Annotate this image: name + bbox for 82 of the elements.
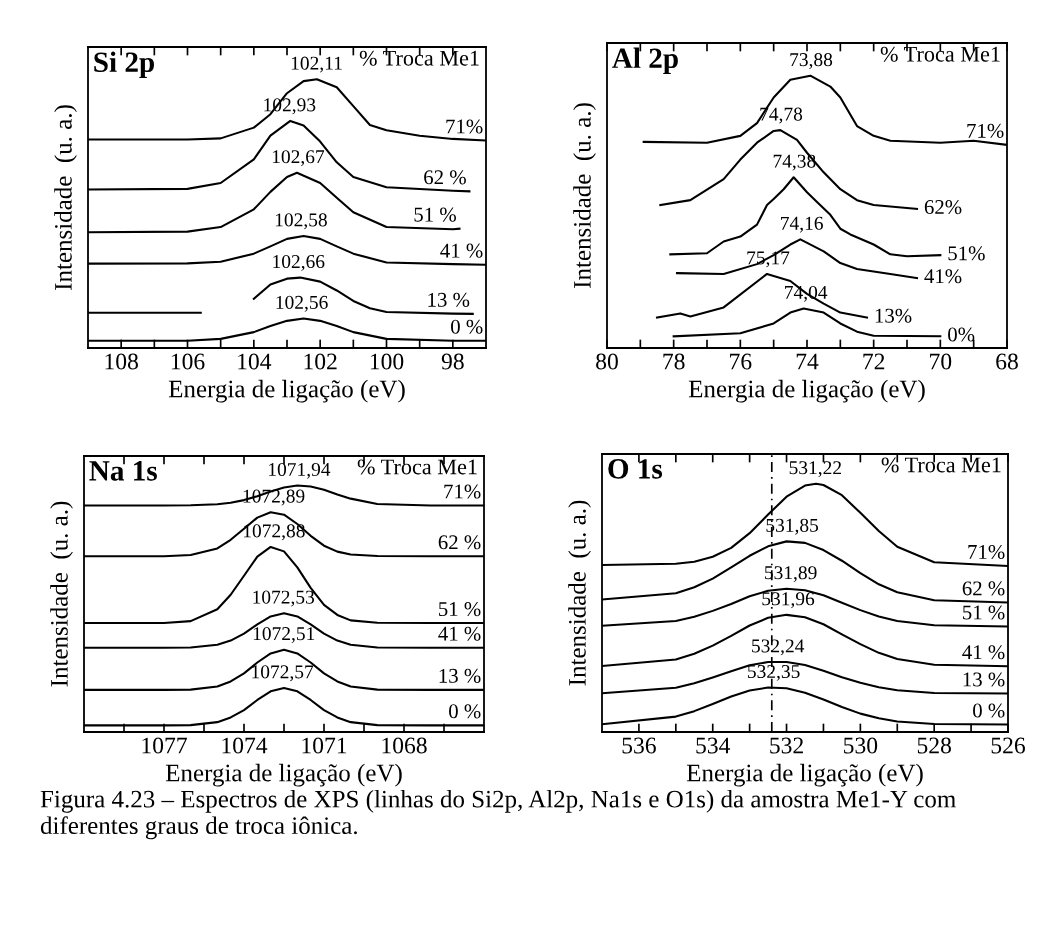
annotation: 1072,57 [252, 665, 314, 682]
x-tick-label: 104 [238, 353, 272, 370]
annotation: 102,66 [273, 254, 325, 271]
x-tick-label: 78 [663, 353, 685, 370]
x-tick-label: 106 [171, 353, 205, 370]
annotation: 531,85 [766, 518, 819, 535]
annotation: 73,88 [790, 53, 833, 69]
annotation: 1072,53 [253, 590, 315, 607]
series-label: 62 % [962, 581, 1005, 596]
annotation: 532,35 [748, 665, 800, 681]
series-label: 71% [967, 123, 1004, 138]
x-tick-label: 98 [441, 353, 464, 370]
x-tick-label: 1068 [382, 737, 427, 754]
series-label: 13% [875, 308, 912, 323]
y-axis-title: Intensidade (u. a.) [568, 500, 591, 686]
legend-title: % Troca Me1 [881, 457, 1001, 473]
x-tick-label: 108 [105, 353, 138, 370]
x-axis-title: Energia de ligação (eV) [686, 763, 923, 787]
annotation: 531,22 [789, 461, 841, 478]
series-label: 41 % [440, 243, 483, 258]
x-tick-label: 532 [770, 737, 803, 754]
series-label: 51 % [439, 602, 481, 617]
series-label: 71% [968, 544, 1005, 559]
x-tick-label: 1077 [142, 737, 187, 754]
series-label: 51 % [963, 605, 1005, 620]
annotation: 102,58 [275, 213, 327, 230]
series-label: 13 % [428, 292, 470, 307]
chart-title: Al 2p [612, 47, 678, 75]
series-label: 51 % [414, 207, 456, 222]
annotation: 1072,88 [243, 524, 305, 541]
annotation: 1071,94 [269, 462, 331, 479]
x-tick-label: 536 [622, 737, 656, 754]
x-tick-label: 530 [844, 737, 878, 754]
annotation: 102,56 [276, 295, 328, 312]
series-label: 62% [924, 200, 962, 215]
x-tick-label: 72 [863, 353, 885, 370]
annotation: 1072,51 [253, 627, 315, 643]
chart-title: Na 1s [89, 461, 157, 481]
series-label: 0 % [451, 319, 483, 334]
x-tick-label: 100 [370, 353, 404, 370]
series-label: 51% [948, 246, 985, 261]
series-label: 71% [446, 119, 483, 134]
x-tick-label: 68 [996, 353, 1018, 370]
text: Figura 4.23 – Espectros de XPS (linhas do Si2p, Al2p, Na1s e O1s) da amostra Me1-Y com diferentes graus de troca iônica. [40, 790, 956, 840]
legend-title: % Troca Me1 [357, 459, 477, 475]
chart-title: Si 2p [94, 51, 155, 78]
x-tick-label: 74 [796, 353, 819, 370]
x-tick-label: 80 [596, 353, 618, 370]
x-axis-title: Energia de ligação (eV) [688, 379, 925, 403]
series-label: 0 % [973, 703, 1005, 718]
x-tick-label: 526 [991, 737, 1025, 754]
x-tick-label: 528 [917, 737, 951, 754]
series-label: 0% [948, 327, 975, 342]
legend-title: % Troca Me1 [359, 50, 479, 66]
annotation: 532,24 [752, 639, 805, 656]
y-axis-title: Intensidade (u. a.) [50, 501, 73, 687]
annotation: 74,16 [781, 216, 823, 233]
series-label: 13 % [439, 668, 481, 683]
y-axis-title: Intensidade (u. a.) [54, 105, 77, 290]
y-axis-title: Intensidade (u. a.) [573, 103, 596, 288]
x-axis-title: Energia de ligação (eV) [168, 379, 405, 403]
x-tick-label: 70 [930, 353, 952, 370]
x-tick-label: 1074 [222, 737, 268, 754]
chart-title: O 1s [608, 459, 663, 479]
series-label: 0 % [449, 704, 481, 719]
legend-label: 71% [444, 484, 481, 499]
series-label: 62 % [424, 170, 466, 185]
series-label: 62 % [438, 535, 481, 550]
x-tick-label: 1071 [302, 737, 347, 754]
series-label: 13 % [963, 672, 1005, 687]
series-label: 41 % [438, 626, 481, 641]
x-tick-label: 76 [730, 353, 752, 370]
x-tick-label: 102 [304, 353, 337, 370]
annotation: 102,11 [291, 56, 342, 73]
x-axis-title: Energia de ligação (eV) [165, 763, 402, 787]
legend-title: % Troca Me1 [880, 46, 1000, 62]
annotation: 531,96 [762, 592, 815, 609]
series-label: 41 % [962, 645, 1005, 660]
series-label: 41% [924, 269, 962, 284]
x-tick-label: 534 [696, 737, 731, 754]
annotation: 102,67 [272, 150, 325, 167]
annotation: 74,38 [773, 154, 816, 171]
